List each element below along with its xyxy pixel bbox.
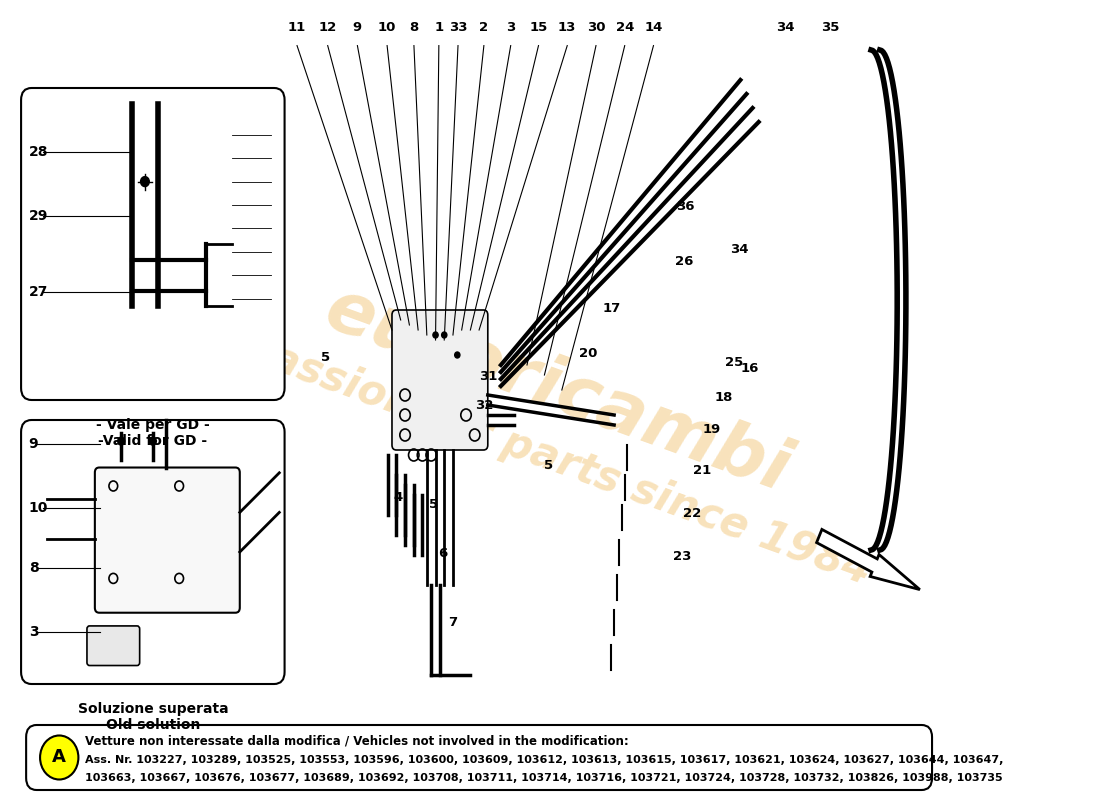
Text: 13: 13 bbox=[558, 21, 576, 34]
Circle shape bbox=[40, 735, 78, 779]
Circle shape bbox=[433, 332, 438, 338]
FancyBboxPatch shape bbox=[392, 310, 487, 450]
Text: 5: 5 bbox=[321, 351, 330, 364]
Text: 7: 7 bbox=[448, 616, 456, 629]
Text: 10: 10 bbox=[29, 501, 48, 515]
FancyBboxPatch shape bbox=[87, 626, 140, 666]
Text: 6: 6 bbox=[438, 547, 448, 560]
Text: 24: 24 bbox=[616, 21, 634, 34]
Text: 21: 21 bbox=[693, 464, 712, 477]
Text: 26: 26 bbox=[675, 255, 693, 268]
Text: A: A bbox=[53, 749, 66, 766]
Circle shape bbox=[118, 437, 124, 445]
Text: 4: 4 bbox=[393, 491, 403, 504]
Text: 5: 5 bbox=[544, 459, 553, 472]
Text: euroricambi: euroricambi bbox=[316, 274, 800, 506]
Text: 14: 14 bbox=[645, 21, 662, 34]
Polygon shape bbox=[816, 530, 920, 590]
Text: 29: 29 bbox=[29, 209, 48, 223]
Text: Ass. Nr. 103227, 103289, 103525, 103553, 103596, 103600, 103609, 103612, 103613,: Ass. Nr. 103227, 103289, 103525, 103553,… bbox=[86, 755, 1003, 765]
Text: 3: 3 bbox=[506, 21, 515, 34]
Text: Old solution: Old solution bbox=[106, 718, 200, 732]
Text: - Vale per GD -: - Vale per GD - bbox=[96, 418, 210, 432]
Text: 17: 17 bbox=[602, 302, 620, 314]
Text: 2: 2 bbox=[480, 21, 488, 34]
Text: 8: 8 bbox=[409, 21, 419, 34]
Text: 30: 30 bbox=[586, 21, 605, 34]
Text: 23: 23 bbox=[673, 550, 692, 562]
Text: 36: 36 bbox=[675, 200, 694, 213]
Text: passion for parts since 1984: passion for parts since 1984 bbox=[238, 326, 878, 594]
Text: 34: 34 bbox=[730, 243, 749, 256]
FancyBboxPatch shape bbox=[26, 725, 932, 790]
Text: 9: 9 bbox=[353, 21, 362, 34]
Text: 1: 1 bbox=[434, 21, 443, 34]
Text: 11: 11 bbox=[288, 21, 306, 34]
Text: 27: 27 bbox=[29, 285, 48, 299]
Text: 18: 18 bbox=[714, 391, 733, 404]
Text: 10: 10 bbox=[378, 21, 396, 34]
Text: 3: 3 bbox=[29, 625, 38, 639]
Text: 12: 12 bbox=[319, 21, 337, 34]
Circle shape bbox=[441, 332, 447, 338]
Text: 35: 35 bbox=[821, 21, 839, 34]
FancyBboxPatch shape bbox=[95, 467, 240, 613]
Text: 31: 31 bbox=[480, 370, 498, 382]
Circle shape bbox=[454, 352, 460, 358]
Text: 20: 20 bbox=[579, 347, 597, 360]
Text: 34: 34 bbox=[777, 21, 795, 34]
FancyBboxPatch shape bbox=[21, 88, 285, 400]
Text: Vetture non interessate dalla modifica / Vehicles not involved in the modificati: Vetture non interessate dalla modifica /… bbox=[86, 734, 629, 747]
Text: 22: 22 bbox=[683, 507, 701, 520]
Text: 25: 25 bbox=[725, 356, 744, 369]
Text: 33: 33 bbox=[449, 21, 468, 34]
Text: 28: 28 bbox=[29, 145, 48, 159]
Text: 15: 15 bbox=[529, 21, 548, 34]
Circle shape bbox=[150, 437, 156, 445]
Text: 9: 9 bbox=[29, 437, 38, 451]
Text: 5: 5 bbox=[429, 498, 438, 510]
FancyBboxPatch shape bbox=[21, 420, 285, 684]
Text: 16: 16 bbox=[740, 362, 759, 374]
Text: 8: 8 bbox=[29, 561, 38, 575]
Text: 19: 19 bbox=[703, 423, 720, 436]
Text: Soluzione superata: Soluzione superata bbox=[77, 702, 228, 716]
Text: 32: 32 bbox=[475, 399, 493, 412]
Text: -Valid for GD -: -Valid for GD - bbox=[98, 434, 208, 448]
Text: 103663, 103667, 103676, 103677, 103689, 103692, 103708, 103711, 103714, 103716, : 103663, 103667, 103676, 103677, 103689, … bbox=[86, 773, 1003, 783]
Circle shape bbox=[141, 177, 150, 186]
